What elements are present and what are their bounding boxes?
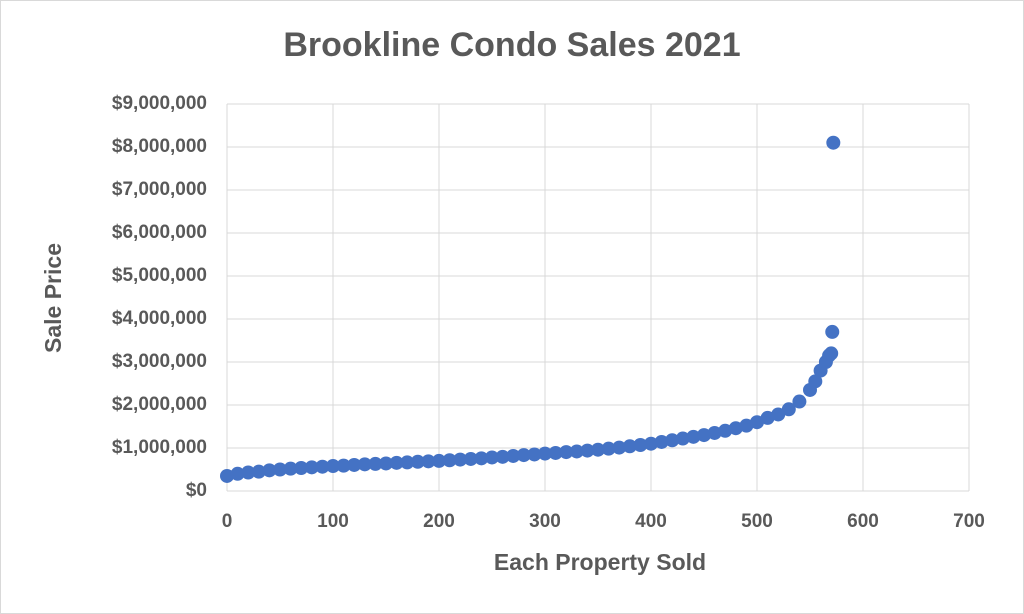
data-point xyxy=(220,468,234,483)
data-point xyxy=(294,460,309,475)
y-axis-label: Sale Price xyxy=(40,243,66,353)
chart-title: Brookline Condo Sales 2021 xyxy=(283,26,740,64)
x-tick-label: 300 xyxy=(529,511,561,532)
x-tick-label: 400 xyxy=(635,511,667,532)
data-point xyxy=(463,451,478,466)
y-tick-label: $5,000,000 xyxy=(112,265,207,286)
data-point xyxy=(230,466,245,481)
data-point xyxy=(485,450,499,465)
data-point xyxy=(400,455,415,470)
data-point xyxy=(739,418,754,433)
y-tick-label: $8,000,000 xyxy=(112,136,207,157)
data-point xyxy=(771,407,786,422)
data-point xyxy=(527,447,542,462)
y-tick-label: $0 xyxy=(186,480,207,501)
data-point xyxy=(792,394,807,409)
x-tick-label: 0 xyxy=(222,511,233,532)
data-point xyxy=(506,448,521,463)
data-point xyxy=(389,455,404,470)
data-point xyxy=(675,431,690,446)
data-point xyxy=(241,465,256,480)
data-point xyxy=(336,458,351,473)
data-point xyxy=(368,456,383,471)
data-point xyxy=(728,421,743,436)
x-tick-label: 600 xyxy=(847,511,879,532)
data-point xyxy=(283,461,298,476)
data-point xyxy=(273,462,287,477)
data-point xyxy=(474,451,489,466)
data-point xyxy=(633,437,648,452)
data-point xyxy=(548,445,563,460)
data-point xyxy=(559,445,574,460)
data-point xyxy=(825,324,840,339)
data-point xyxy=(781,402,796,417)
y-tick-label: $1,000,000 xyxy=(112,437,207,458)
data-point xyxy=(442,453,457,468)
data-point xyxy=(304,460,319,475)
data-point xyxy=(612,440,627,455)
data-point xyxy=(569,444,584,459)
y-tick-label: $9,000,000 xyxy=(112,93,207,114)
x-axis-label: Each Property Sold xyxy=(494,549,706,575)
data-point xyxy=(262,463,277,478)
data-point xyxy=(654,434,669,449)
y-tick-label: $6,000,000 xyxy=(112,222,207,243)
data-point xyxy=(251,464,266,479)
data-point xyxy=(601,441,616,456)
y-tick-label: $3,000,000 xyxy=(112,351,207,372)
data-point xyxy=(516,448,531,463)
data-point xyxy=(760,410,775,425)
data-point xyxy=(379,456,393,471)
data-point xyxy=(495,449,510,464)
y-tick-label: $4,000,000 xyxy=(112,308,207,329)
data-point xyxy=(326,459,340,474)
data-point xyxy=(644,436,658,451)
y-tick-label: $7,000,000 xyxy=(112,179,207,200)
data-point xyxy=(432,453,446,468)
data-point xyxy=(315,459,330,474)
data-point xyxy=(591,442,605,457)
data-point xyxy=(347,457,362,472)
x-tick-label: 500 xyxy=(741,511,773,532)
data-point xyxy=(357,457,372,472)
x-tick-label: 200 xyxy=(423,511,455,532)
data-point xyxy=(421,454,436,469)
data-point xyxy=(718,423,733,438)
data-point xyxy=(697,428,711,443)
data-point xyxy=(824,346,839,361)
data-point xyxy=(538,446,552,461)
x-tick-label: 100 xyxy=(317,511,349,532)
x-tick-label: 700 xyxy=(953,511,985,532)
data-point xyxy=(453,452,468,467)
data-point xyxy=(750,415,764,430)
data-point xyxy=(707,425,722,440)
data-point xyxy=(580,443,595,458)
data-point xyxy=(410,454,425,469)
data-point xyxy=(686,429,701,444)
data-point xyxy=(665,433,680,448)
data-point xyxy=(622,439,637,454)
data-point xyxy=(808,374,823,389)
data-point xyxy=(826,135,841,150)
y-tick-label: $2,000,000 xyxy=(112,394,207,415)
